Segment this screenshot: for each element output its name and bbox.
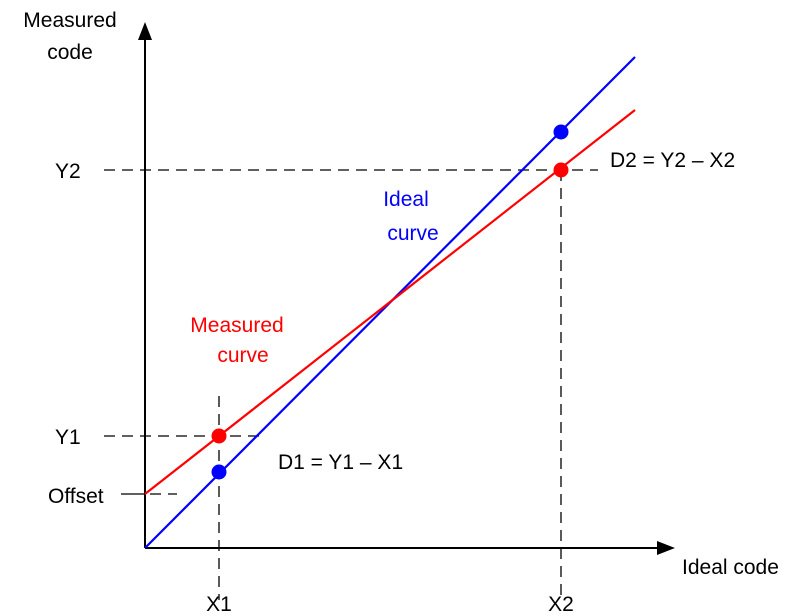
y-axis-title-line1: Measured bbox=[23, 9, 116, 32]
x1-label: X1 bbox=[206, 593, 232, 616]
y1-label: Y1 bbox=[55, 426, 81, 449]
measured-curve-label-line2: curve bbox=[217, 344, 268, 367]
measured-point-x1 bbox=[211, 428, 227, 444]
y-axis-title-line2: code bbox=[47, 41, 93, 64]
ideal-curve-label-line2: curve bbox=[387, 222, 438, 245]
d1-annotation: D1 = Y1 – X1 bbox=[278, 451, 403, 474]
offset-label: Offset bbox=[48, 485, 104, 508]
y2-label: Y2 bbox=[55, 160, 81, 183]
measured-curve bbox=[144, 109, 636, 495]
x2-label: X2 bbox=[548, 593, 574, 616]
ideal-curve-label-line1: Ideal bbox=[383, 188, 429, 211]
x-axis-title: Ideal code bbox=[682, 556, 779, 579]
x-axis-arrowhead bbox=[657, 541, 675, 555]
d2-annotation: D2 = Y2 – X2 bbox=[610, 149, 735, 172]
ideal-point-x2 bbox=[553, 124, 569, 140]
measured-curve-label-line1: Measured bbox=[190, 314, 283, 337]
ideal-point-x1 bbox=[211, 464, 227, 480]
y-axis-arrowhead bbox=[138, 22, 152, 40]
measured-point-x2 bbox=[553, 162, 569, 178]
